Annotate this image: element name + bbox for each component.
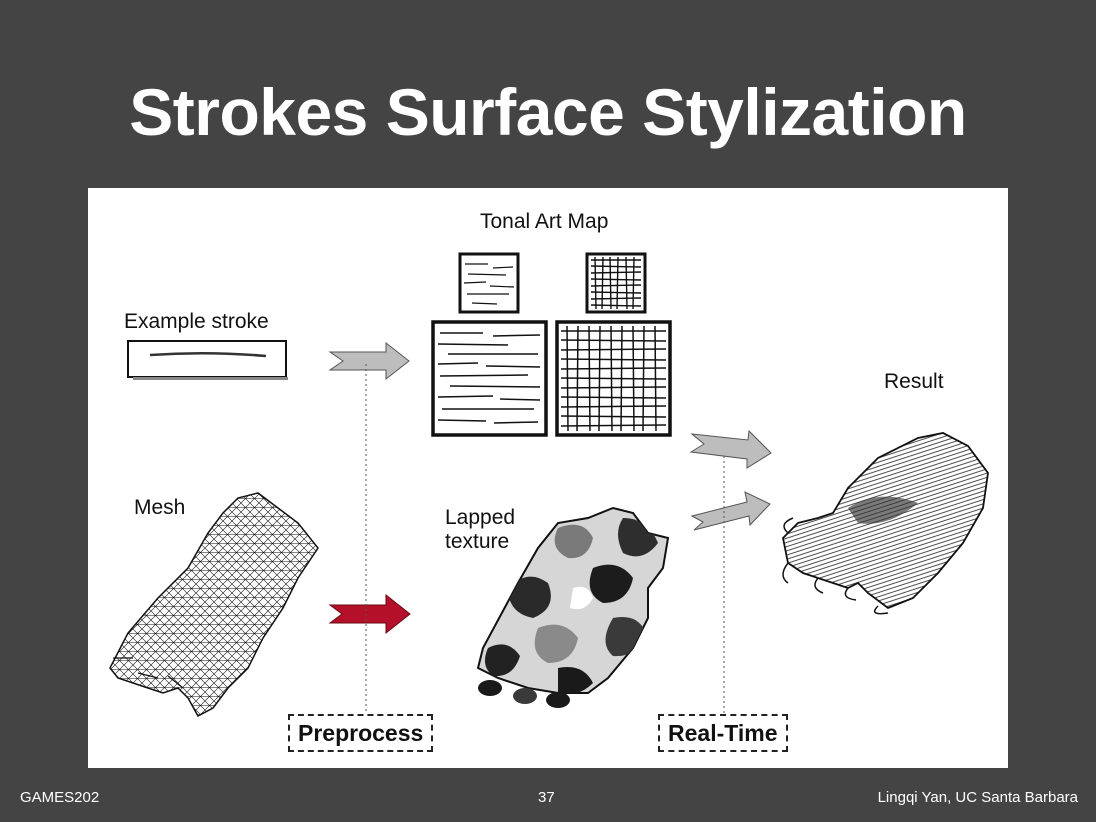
example-stroke-label: Example stroke (124, 310, 269, 333)
arrow-tam-to-result (689, 429, 772, 469)
stroke-icon (149, 351, 267, 358)
footer-page-number: 37 (538, 789, 555, 806)
tam-small-dark (585, 252, 647, 314)
slide-title: Strokes Surface Stylization (129, 75, 967, 149)
stroke-box (127, 340, 287, 378)
tam-large-light (431, 320, 548, 437)
preprocess-label: Preprocess (288, 714, 434, 752)
pipeline-figure: Tonal Art Map Example stroke Mesh Lapped… (88, 188, 1008, 768)
hatched-hand-icon (782, 432, 989, 615)
lapped-texture-label: Lapped texture (445, 506, 516, 553)
pipeline-graphics (109, 252, 989, 718)
tonal-art-map-label: Tonal Art Map (480, 210, 609, 233)
mesh-label: Mesh (134, 496, 186, 519)
arrow-mesh-to-lapped (328, 593, 411, 635)
footer-course: GAMES202 (20, 789, 100, 806)
result-label: Result (884, 370, 944, 393)
footer-author: Lingqi Yan, UC Santa Barbara (877, 789, 1078, 806)
mesh-hand-icon (109, 492, 319, 718)
example-stroke (127, 340, 288, 380)
camouflage-hand-icon (476, 506, 670, 708)
arrow-stroke-to-tam (328, 341, 410, 381)
tonal-art-map (431, 252, 672, 437)
arrow-lapped-to-result (690, 491, 771, 531)
realtime-label: Real-Time (658, 714, 788, 752)
